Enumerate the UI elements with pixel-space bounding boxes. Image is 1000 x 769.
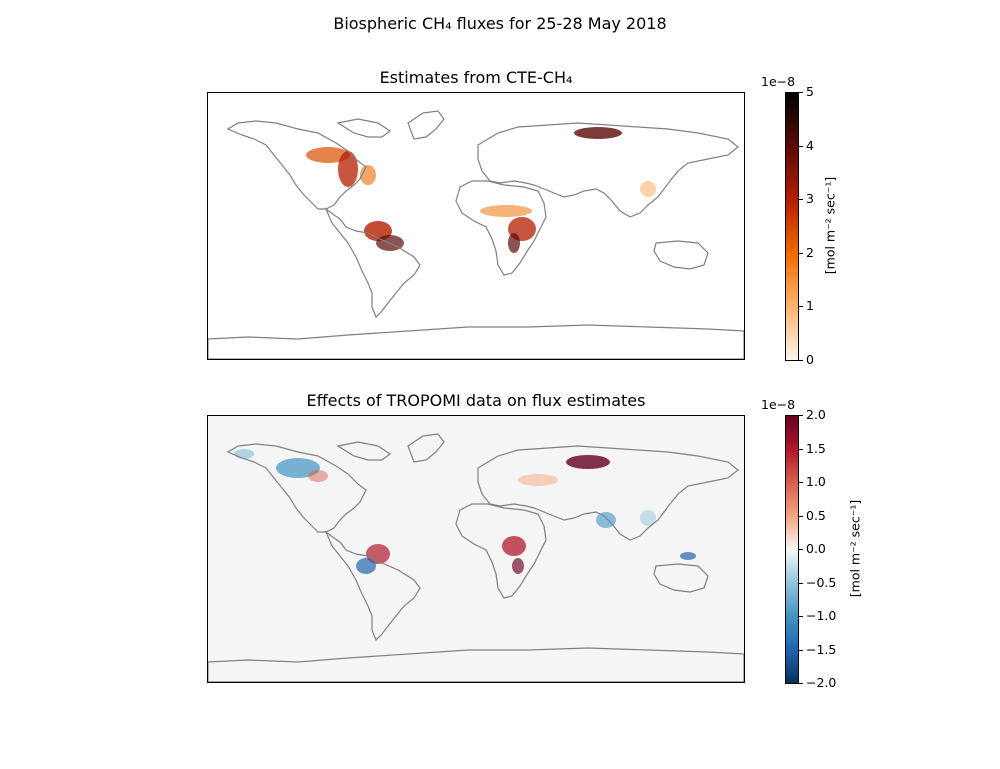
top-colorbar [785,92,799,361]
colorbar-tick-label: −1.0 [806,608,837,623]
colorbar-tick-label: −1.5 [806,641,837,657]
colorbar-tick-label: −2.0 [806,675,837,690]
colorbar-tick-mark [799,199,803,201]
colorbar-tick-mark [799,515,803,517]
bottom-colorbar-exponent: 1e−8 [761,397,796,412]
colorbar-tick-label: 0.5 [806,507,826,523]
top-colorbar-exponent: 1e−8 [761,74,796,89]
top-panel-title: Estimates from CTE-CH₄ [379,68,573,87]
colorbar-tick-label: 0 [806,352,814,367]
colorbar-tick-label: 1 [806,298,814,314]
bottom-map-panel [207,415,745,683]
colorbar-tick-mark [799,92,803,93]
top-colorbar-label: [mol m⁻² sec⁻¹] [822,176,838,275]
top-map-panel [207,92,745,360]
top-world-map [207,93,745,360]
colorbar-tick-label: 2 [806,244,814,260]
colorbar-tick-mark [799,145,803,147]
colorbar-tick-label: −0.5 [806,574,837,590]
colorbar-tick-label: 4 [806,137,814,153]
colorbar-tick-label: 1.5 [806,440,826,456]
colorbar-tick-label: 0.0 [806,541,826,556]
bottom-world-map [207,416,745,683]
colorbar-tick-mark [799,482,803,483]
colorbar-tick-mark [799,683,803,684]
bottom-panel-title: Effects of TROPOMI data on flux estimate… [306,391,646,410]
colorbar-tick-mark [799,616,803,617]
colorbar-tick-mark [799,360,803,361]
colorbar-tick-mark [799,306,803,308]
colorbar-tick-mark [799,415,803,416]
figure-title: Biospheric CH₄ fluxes for 25-28 May 2018 [333,14,667,33]
colorbar-tick-label: 5 [806,84,814,99]
colorbar-tick-label: 3 [806,191,814,207]
colorbar-tick-mark [799,582,803,584]
colorbar-tick-mark [799,252,803,254]
colorbar-tick-mark [799,448,803,450]
colorbar-tick-label: 2.0 [806,407,826,422]
colorbar-tick-label: 1.0 [806,474,826,489]
colorbar-tick-mark [799,549,803,550]
colorbar-tick-mark [799,649,803,651]
bottom-colorbar [785,415,799,684]
bottom-colorbar-label: [mol m⁻² sec⁻¹] [847,499,863,598]
